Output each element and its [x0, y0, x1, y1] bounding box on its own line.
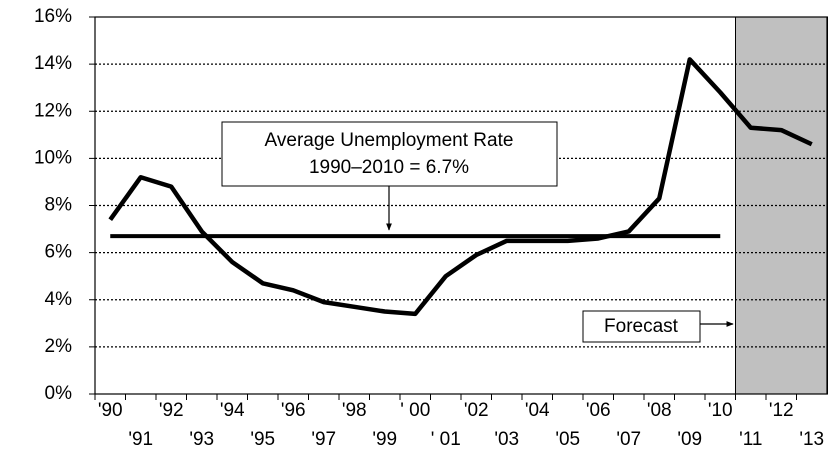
x-tick-label: '06: [586, 400, 611, 421]
y-tick-label: 10%: [34, 147, 72, 168]
forecast-annotation: Forecast: [582, 310, 734, 343]
x-tick-label: '11: [739, 429, 762, 450]
x-tick-label: '96: [281, 400, 306, 421]
x-tick-label: '92: [159, 400, 184, 421]
y-tick-label: 2%: [45, 336, 73, 357]
x-tick-label: '07: [616, 429, 641, 450]
annotation-text: Forecast: [604, 316, 679, 337]
annotation-text: Average Unemployment Rate: [265, 130, 514, 151]
y-tick-label: 0%: [45, 383, 73, 404]
x-tick-label: '99: [372, 429, 397, 450]
x-tick-label: '94: [220, 400, 245, 421]
average-annotation: Average Unemployment Rate 1990–2010 = 6.…: [221, 121, 558, 231]
x-tick-label: '91: [128, 429, 153, 450]
x-tick-label: ' 01: [431, 429, 461, 450]
x-tick-label: '05: [555, 429, 580, 450]
forecast-shade: [735, 16, 828, 395]
y-tick-label: 14%: [34, 53, 72, 74]
x-tick-label: '09: [677, 429, 702, 450]
y-tick-label: 16%: [34, 6, 72, 27]
x-tick-label: '08: [647, 400, 672, 421]
x-tick-label: '98: [342, 400, 367, 421]
annotation-box: [582, 310, 701, 343]
y-tick-label: 4%: [45, 289, 73, 310]
x-tick-label: '97: [311, 429, 336, 450]
series-line: [108, 57, 813, 317]
x-tick-label: '90: [98, 400, 123, 421]
plot-frame: [94, 16, 828, 395]
y-tick-label: 6%: [45, 242, 73, 263]
annotation-text: 1990–2010 = 6.7%: [309, 157, 469, 178]
y-tick-label: 12%: [34, 100, 72, 121]
y-tick-label: 8%: [45, 195, 73, 216]
x-tick-label: '03: [494, 429, 519, 450]
x-tick-label: '02: [464, 400, 489, 421]
x-tick-label: '95: [250, 429, 275, 450]
x-tick-label: '04: [525, 400, 550, 421]
x-tick-label: '12: [769, 400, 794, 421]
x-tick-label: ' 00: [400, 400, 430, 421]
x-tick-label: '93: [189, 429, 214, 450]
annotation-box: [221, 121, 558, 187]
x-tick-label: '13: [799, 429, 824, 450]
x-tick-label: '10: [708, 400, 733, 421]
